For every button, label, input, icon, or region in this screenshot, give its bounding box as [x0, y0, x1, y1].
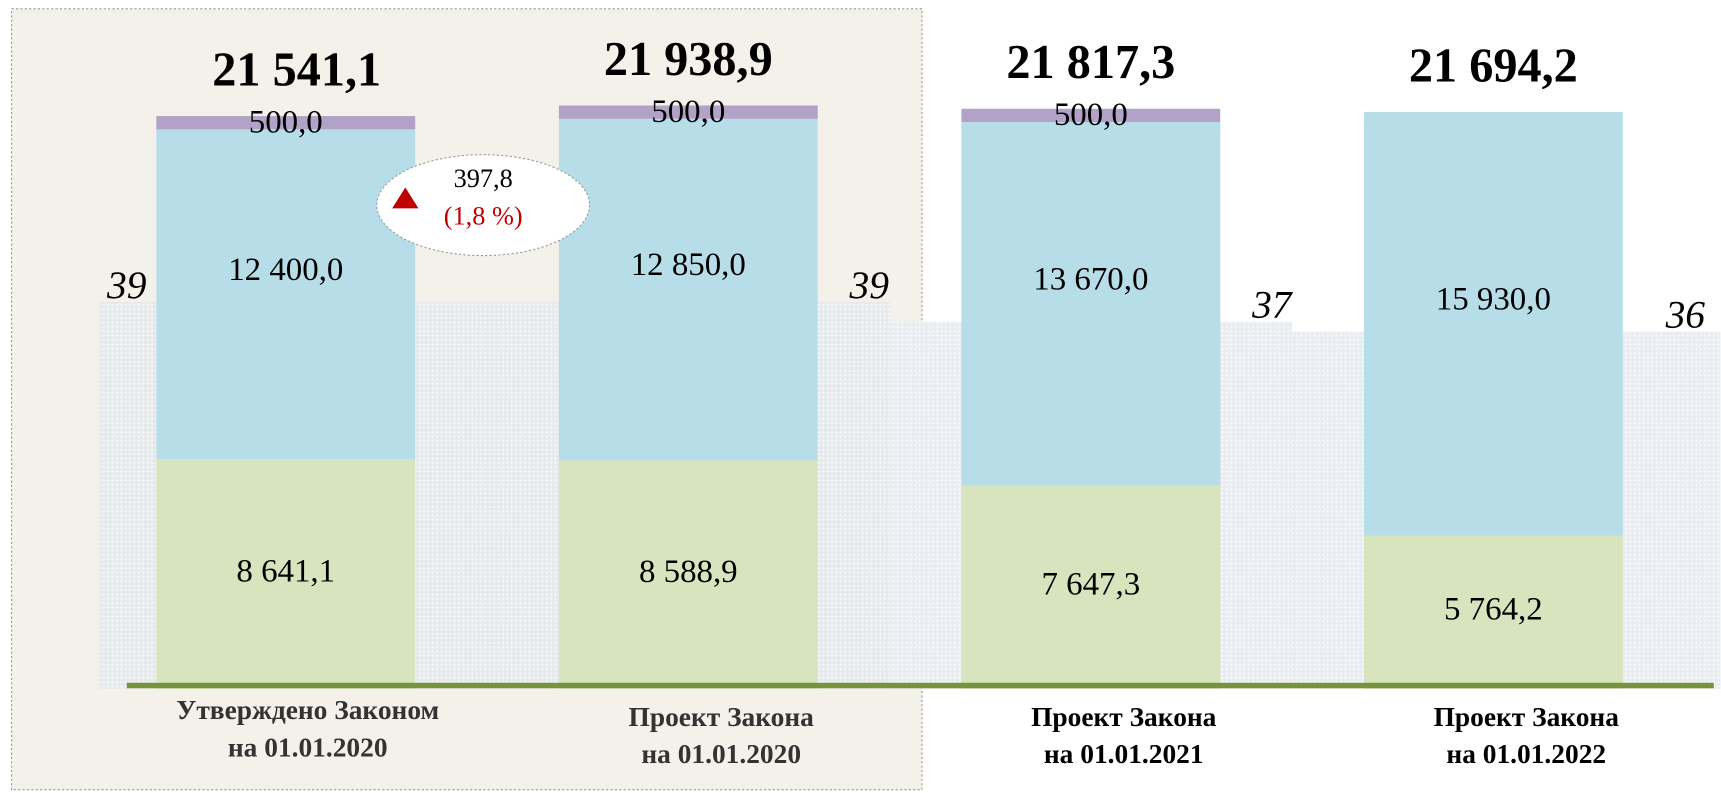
x-tick-label: Проект Закона — [1031, 702, 1217, 732]
bar-segment — [961, 122, 1221, 486]
x-tick-label: на 01.01.2022 — [1446, 739, 1606, 769]
total-label: 21 694,2 — [1409, 39, 1578, 92]
bar-segment — [1363, 535, 1623, 689]
value-label: 12 850,0 — [631, 247, 746, 283]
bar-segment — [558, 118, 818, 461]
value-label: 500,0 — [249, 104, 323, 140]
bar-segment — [961, 485, 1221, 689]
bar-segment — [156, 116, 416, 130]
bars — [156, 105, 1623, 689]
share-label: 37 — [1251, 283, 1294, 327]
value-label: 8 588,9 — [639, 554, 738, 590]
x-tick-label: на 01.01.2020 — [228, 733, 388, 763]
value-label: 8 641,1 — [236, 553, 335, 589]
bar-segment — [156, 459, 416, 689]
value-label: 12 400,0 — [228, 252, 343, 288]
share-label: 39 — [849, 263, 890, 307]
value-label: 5 764,2 — [1444, 592, 1543, 628]
value-label: 500,0 — [651, 94, 725, 130]
value-label: 7 647,3 — [1041, 567, 1140, 603]
x-tick-label: Утверждено Законом — [176, 695, 439, 725]
share-label: 39 — [106, 263, 147, 307]
value-label: 13 670,0 — [1033, 261, 1148, 297]
bar-segment — [961, 108, 1221, 123]
annotation-subtext: (1,8 %) — [444, 201, 523, 230]
share-label: 36 — [1665, 293, 1706, 337]
value-label: 500,0 — [1054, 97, 1128, 133]
x-tick-label: Проект Закона — [1434, 702, 1620, 732]
total-label: 21 938,9 — [604, 33, 773, 86]
labels: 39 39 37 36 8 641,1 12 400,0 500,0 21 541,1 Утве… — [106, 33, 1705, 769]
value-label: 15 930,0 — [1436, 281, 1551, 317]
annotation-bubble — [376, 154, 591, 257]
bar-segment — [558, 105, 818, 119]
annotation-text: 397,8 — [454, 164, 513, 193]
bar-segment — [558, 460, 818, 689]
bar-segment — [156, 129, 416, 460]
x-tick-label: на 01.01.2021 — [1044, 739, 1204, 769]
x-tick-label: Проект Закона — [629, 702, 815, 732]
up-arrow — [392, 187, 419, 209]
x-tick-label: на 01.01.2020 — [641, 739, 801, 769]
total-label: 21 541,1 — [212, 43, 381, 96]
total-label: 21 817,3 — [1006, 36, 1175, 89]
bar-segment — [1363, 112, 1623, 536]
